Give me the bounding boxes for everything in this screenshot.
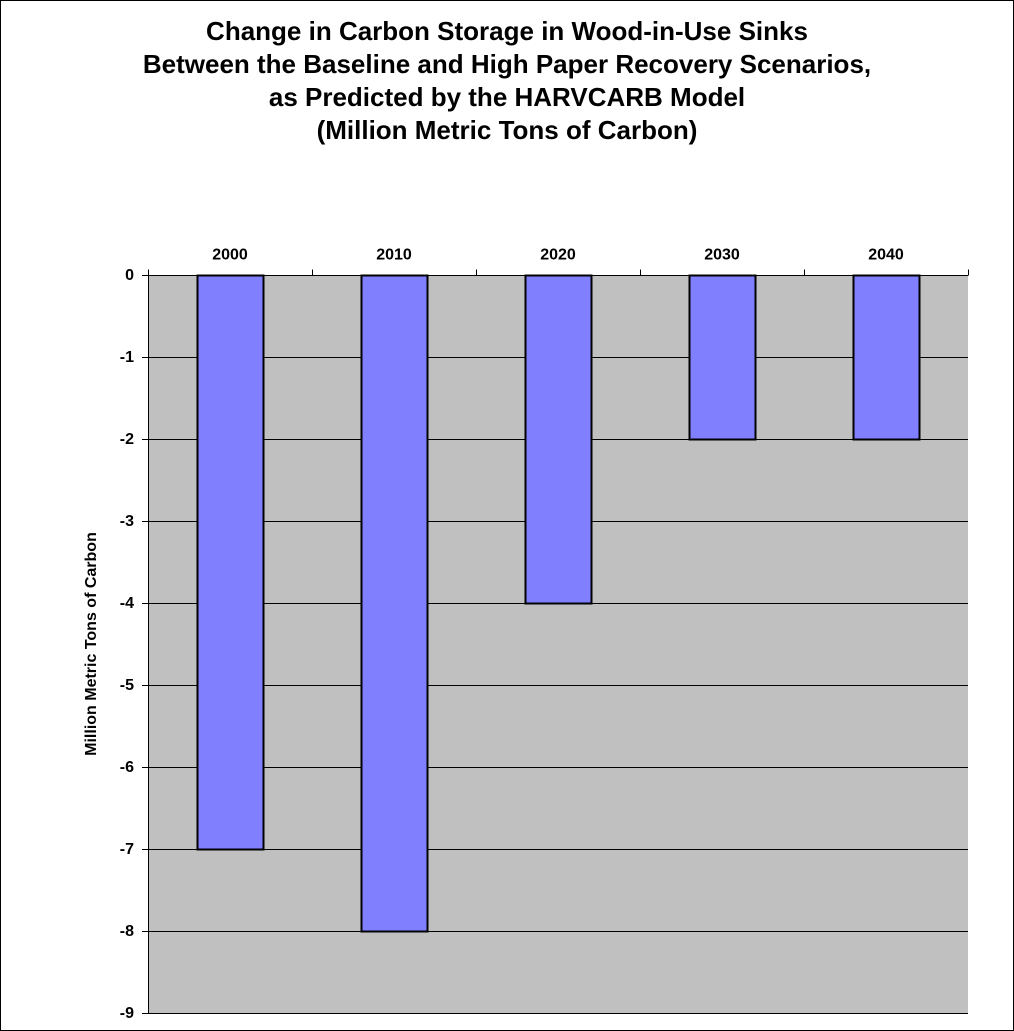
bars: [196, 274, 921, 933]
y-tick-label: -3: [120, 513, 134, 530]
bar-2000: [196, 274, 265, 851]
x-tick-label: 2010: [376, 247, 412, 264]
y-tick-label: -4: [120, 595, 134, 612]
x-tick-label: 2000: [212, 247, 248, 264]
x-tick-label: 2040: [868, 247, 904, 264]
bar-2030: [688, 274, 757, 441]
y-tick-label: -7: [120, 841, 134, 858]
chart-title-line-3: as Predicted by the HARVCARB Model: [268, 82, 746, 112]
x-tick-label: 2030: [704, 247, 740, 264]
bar-2010: [360, 274, 429, 933]
chart-title-line-1: Change in Carbon Storage in Wood-in-Use …: [206, 16, 808, 46]
chart-title-line-2: Between the Baseline and High Paper Reco…: [142, 49, 872, 79]
y-tick-label: -1: [120, 349, 134, 366]
axes: [142, 269, 969, 1014]
y-tick-label: -2: [120, 431, 134, 448]
y-tick-label: -8: [120, 923, 134, 940]
bar-2020: [524, 274, 593, 605]
y-tick-label: -6: [120, 759, 134, 776]
y-tick-label: -5: [120, 677, 134, 694]
axis-labels: 0 -1 -2 -3 -4 -5 -6 -7 -8 -9 2000 2010 2020 2030 2040 M…: [83, 247, 904, 1023]
chart-title: Change in Carbon Storage in Wood-in-Use …: [1, 15, 1013, 147]
y-tick-label: 0: [125, 267, 134, 284]
bar-2040: [852, 274, 921, 441]
x-tick-label: 2020: [540, 247, 576, 264]
y-axis-title: Million Metric Tons of Carbon: [83, 532, 100, 756]
y-tick-label: -9: [120, 1005, 134, 1022]
chart-title-line-4: (Million Metric Tons of Carbon): [316, 115, 698, 145]
